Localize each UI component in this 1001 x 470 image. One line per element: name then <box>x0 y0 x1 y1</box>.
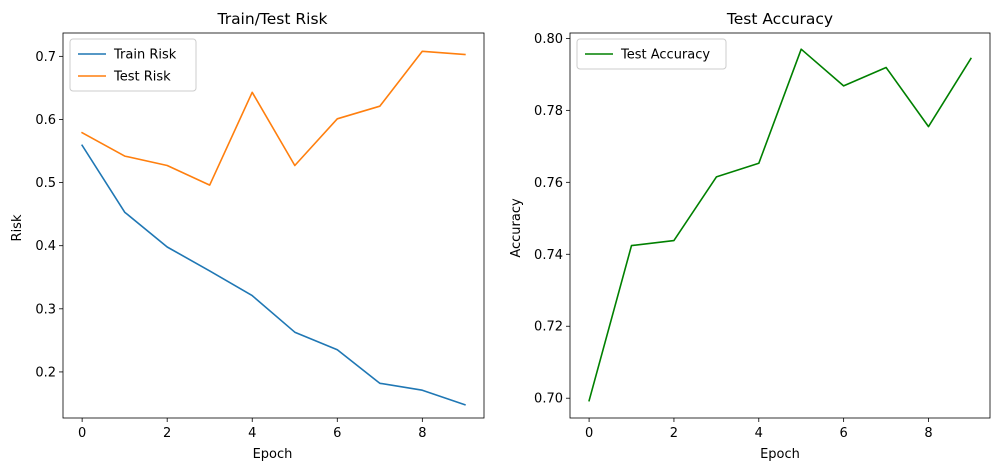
risk-x-tick-label: 2 <box>163 426 171 441</box>
risk-y-axis-label: Risk <box>10 214 25 241</box>
accuracy-y-axis-label: Accuracy <box>509 198 524 258</box>
series-line-test-risk <box>81 50 466 186</box>
risk-chart-panel: Train/Test Risk Epoch Risk 0 2 4 6 8 0.2 0.3 0.… <box>10 10 485 462</box>
accuracy-y-tick-label: 0.74 <box>534 248 563 263</box>
accuracy-x-tick-label: 6 <box>839 426 847 441</box>
accuracy-y-tick-label: 0.76 <box>534 176 563 191</box>
legend-label-train-risk: Train Risk <box>113 48 177 63</box>
risk-x-tick-label: 4 <box>248 426 256 441</box>
risk-y-tick-label: 0.7 <box>35 50 56 65</box>
risk-x-tick-label: 0 <box>78 426 86 441</box>
accuracy-axes-frame <box>569 32 991 419</box>
accuracy-x-tick-label: 0 <box>585 426 593 441</box>
accuracy-legend-box <box>576 38 727 70</box>
risk-axes-frame <box>62 32 485 419</box>
series-line-train-risk <box>80 144 466 406</box>
accuracy-y-tick-label: 0.70 <box>534 392 563 407</box>
risk-y-tick-label: 0.3 <box>35 302 56 317</box>
accuracy-x-tick-label: 4 <box>755 426 763 441</box>
risk-y-tick-label: 0.5 <box>35 176 56 191</box>
accuracy-legend: Test Accuracy <box>576 38 727 70</box>
risk-x-axis-label: Epoch <box>253 447 293 462</box>
accuracy-y-tick-label: 0.80 <box>534 32 563 47</box>
accuracy-y-tick-label: 0.78 <box>534 104 563 119</box>
risk-legend-box <box>69 38 197 92</box>
accuracy-x-tick-label: 2 <box>670 426 678 441</box>
legend-label-test-accuracy: Test Accuracy <box>620 48 710 63</box>
risk-y-tick-label: 0.2 <box>35 365 56 380</box>
accuracy-x-axis-label: Epoch <box>760 447 800 462</box>
accuracy-chart-panel: Test Accuracy Epoch Accuracy 0 2 4 6 8 0.70 0.… <box>509 10 991 462</box>
series-line-test-accuracy <box>588 48 973 402</box>
risk-chart-title: Train/Test Risk <box>217 10 328 28</box>
accuracy-y-tick-label: 0.72 <box>534 320 563 335</box>
risk-y-tick-label: 0.6 <box>35 113 56 128</box>
risk-legend: Train Risk Test Risk <box>69 38 197 92</box>
accuracy-x-tick-label: 8 <box>924 426 932 441</box>
legend-label-test-risk: Test Risk <box>113 70 171 85</box>
risk-x-tick-label: 8 <box>418 426 426 441</box>
risk-x-tick-label: 6 <box>333 426 341 441</box>
risk-y-tick-label: 0.4 <box>35 239 56 254</box>
accuracy-chart-title: Test Accuracy <box>726 10 833 28</box>
